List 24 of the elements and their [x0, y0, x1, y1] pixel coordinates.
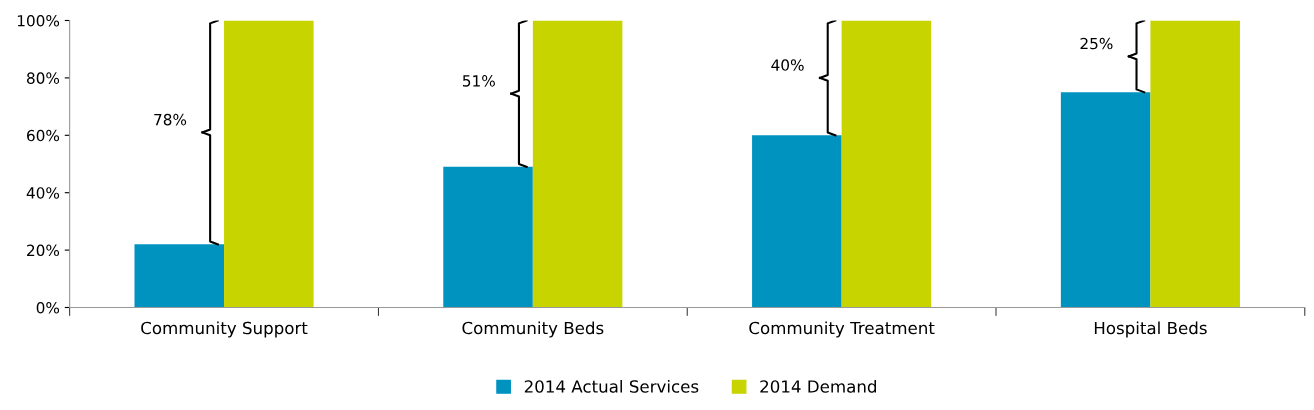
annotation: 51% [462, 75, 495, 87]
x-tick-label: Community Beds [462, 321, 604, 338]
bar [1060, 92, 1151, 308]
y-tick-label: 0% [36, 301, 60, 314]
bar [752, 135, 842, 308]
y-tick-label: 100% [17, 14, 60, 27]
y-tick-label: 60% [27, 129, 60, 142]
y-tick-label: 80% [27, 72, 60, 84]
annotation: 78% [154, 113, 187, 126]
x-tick-label: Community Treatment [749, 321, 935, 338]
bar [134, 244, 225, 308]
bar [841, 20, 932, 308]
y-tick-label: 40% [26, 187, 60, 199]
bar [1150, 20, 1240, 308]
x-tick-label: Community Support [141, 321, 308, 338]
x-tick-label: Hospital Beds [1094, 321, 1207, 338]
annotation: 40% [771, 59, 804, 71]
bar [532, 20, 623, 308]
bar [224, 20, 314, 308]
annotation: 25% [1080, 37, 1113, 50]
legend-label: 2014 Actual Services [524, 379, 699, 393]
bar [443, 166, 533, 308]
legend-label: 2014 Demand [760, 379, 876, 393]
y-tick-label: 20% [27, 244, 60, 257]
